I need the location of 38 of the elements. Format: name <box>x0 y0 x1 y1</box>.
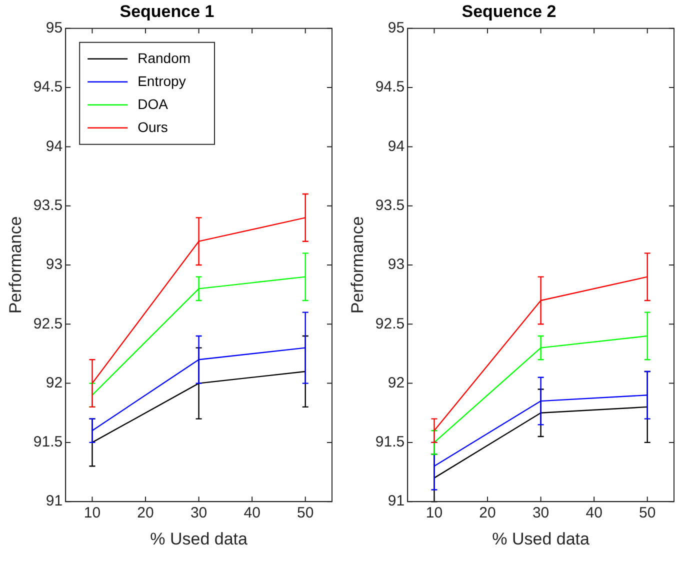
x-tick-label: 40 <box>244 504 260 522</box>
y-tick-label: 92 <box>388 374 405 392</box>
y-tick-label: 93 <box>46 256 63 274</box>
y-tick-label: 91 <box>46 492 63 510</box>
x-axis-title: % Used data <box>492 529 590 548</box>
y-tick-label: 93.5 <box>33 196 63 214</box>
chart-title: Sequence 1 <box>120 2 214 21</box>
y-tick-label: 95 <box>46 20 63 37</box>
legend-label: Ours <box>138 118 168 135</box>
legend-label: Random <box>138 50 191 66</box>
y-tick-label: 91 <box>388 492 405 510</box>
y-tick-label: 94 <box>388 138 405 155</box>
x-tick-label: 20 <box>137 504 154 522</box>
x-tick-label: 40 <box>586 504 602 522</box>
legend-label: Entropy <box>138 72 186 89</box>
x-tick-label: 10 <box>426 504 443 522</box>
y-tick-label: 92.5 <box>375 315 405 332</box>
y-tick-label: 93.5 <box>375 196 405 214</box>
x-tick-label: 30 <box>532 504 550 522</box>
x-tick-label: 50 <box>639 504 656 522</box>
legend-label: DOA <box>138 96 169 112</box>
y-axis-title: Performance <box>348 216 367 314</box>
y-tick-label: 94.5 <box>375 78 405 96</box>
y-tick-label: 92.5 <box>33 315 63 332</box>
y-tick-label: 94.5 <box>33 78 63 96</box>
y-tick-label: 91.5 <box>33 434 63 451</box>
y-axis-title: Performance <box>6 216 25 314</box>
x-tick-label: 20 <box>479 504 496 522</box>
x-tick-label: 10 <box>84 504 101 522</box>
chart-title: Sequence 2 <box>462 2 556 21</box>
y-tick-label: 91.5 <box>375 434 405 451</box>
y-tick-label: 95 <box>388 20 405 37</box>
x-tick-label: 30 <box>190 504 208 522</box>
x-axis-title: % Used data <box>150 529 248 548</box>
x-tick-label: 50 <box>297 504 314 522</box>
y-tick-label: 93 <box>388 256 405 274</box>
y-tick-label: 94 <box>46 138 63 155</box>
y-tick-label: 92 <box>46 374 63 392</box>
